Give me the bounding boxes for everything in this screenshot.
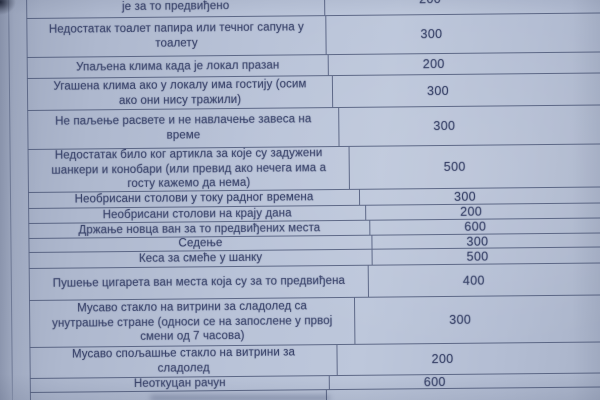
- amount-cell: 300: [433, 118, 456, 134]
- violation-cell: Угашена клима ако у локалу има гостију (…: [26, 76, 334, 110]
- amount-cell: 400: [462, 273, 485, 288]
- violation-cell: Упаљена клима када је локал празан: [26, 55, 329, 78]
- amount-cell: 300: [327, 388, 537, 400]
- amount-cell: 600: [464, 219, 487, 234]
- table-row: Не паљење расвете и не навлачење завеса …: [27, 104, 600, 150]
- amount-cell: 500: [443, 159, 466, 174]
- table-row: Угашена клима ако у локалу има гостију (…: [26, 72, 600, 111]
- cut-off-text-smudge: [150, 395, 330, 400]
- table-row: Пушење цигарета ван места која су за то …: [28, 262, 600, 301]
- amount-cell: 300: [449, 312, 472, 327]
- paper-edge-line: [7, 0, 14, 400]
- violation-cell: Мусаво спољашње стакло на витрини за сла…: [29, 345, 338, 378]
- amount-cell: 200: [431, 351, 454, 367]
- amount-cell: 600: [423, 374, 446, 389]
- violation-cell: Недостатак било ког артикла за које су з…: [27, 146, 350, 192]
- violation-cell: Мусаво стакло на витрини за сладолед са …: [29, 297, 356, 347]
- amount-cell: 500: [466, 249, 489, 264]
- violation-cell: Не паљење расвете и не навлачење завеса …: [27, 107, 340, 149]
- table-row: Недостатак било ког артикла за које су з…: [27, 143, 600, 193]
- amount-cell: 300: [466, 234, 489, 249]
- table-row: Мусаво стакло на витрини за сладолед са …: [29, 294, 600, 348]
- violation-cell: Необрисани столови у току радног времена: [27, 189, 361, 208]
- amount-cell: 200: [325, 0, 535, 15]
- table-row: Недостатак тоалет папира или течног сапу…: [26, 12, 600, 58]
- amount-cell: 300: [420, 27, 443, 42]
- fines-table: је за то предвиђено200Недостатак тоалет …: [7, 0, 600, 400]
- violation-cell: Недостатак тоалет папира или течног сапу…: [26, 16, 327, 57]
- amount-cell: 300: [426, 83, 450, 98]
- violation-cell: је за то предвиђено: [26, 0, 326, 18]
- amount-cell: 300: [453, 189, 477, 204]
- amount-cell: 200: [460, 204, 483, 219]
- amount-cell: 200: [422, 56, 445, 72]
- violation-cell: Пушење цигарета ван места која су за то …: [28, 265, 369, 300]
